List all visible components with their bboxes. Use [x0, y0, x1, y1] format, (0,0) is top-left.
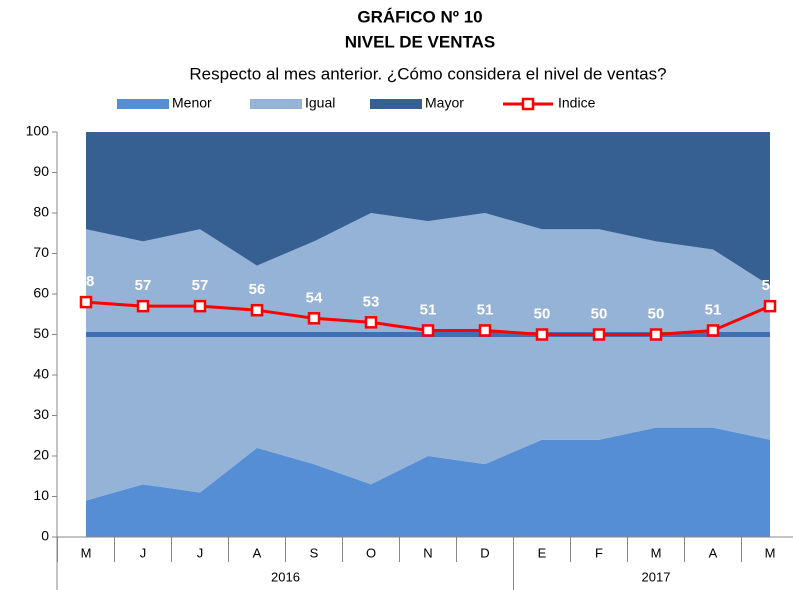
- legend-label: Indice: [558, 95, 596, 111]
- data-label: 51: [477, 301, 494, 318]
- y-tick-label: 0: [41, 528, 49, 544]
- y-tick-label: 80: [33, 204, 49, 220]
- area: [86, 132, 770, 286]
- legend-label: Menor: [172, 95, 212, 111]
- chart-subtitle: Respecto al mes anterior. ¿Cómo consider…: [189, 64, 666, 83]
- x-tick-label: M: [651, 545, 662, 560]
- data-label: 50: [591, 305, 608, 322]
- x-tick-label: O: [366, 545, 376, 560]
- area: [86, 213, 770, 501]
- y-tick-label: 60: [33, 285, 49, 301]
- x-tick-label: M: [765, 545, 776, 560]
- marker: [706, 324, 720, 337]
- data-label: 51: [420, 301, 437, 318]
- y-tick-label: 100: [26, 123, 50, 139]
- data-label: 58: [78, 273, 95, 290]
- chart-subtitle: NIVEL DE VENTAS: [345, 32, 496, 51]
- data-label: 53: [363, 293, 380, 310]
- marker: [307, 312, 321, 325]
- data-label: 50: [534, 305, 551, 322]
- data-label: 57: [135, 277, 152, 294]
- x-tick-label: N: [423, 545, 432, 560]
- marker: [79, 295, 93, 309]
- x-tick-label: F: [595, 545, 603, 560]
- marker: [250, 303, 264, 317]
- group-label: 2017: [642, 569, 671, 584]
- marker: [193, 299, 207, 313]
- data-label: 50: [648, 305, 665, 322]
- y-tick-label: 10: [33, 487, 49, 503]
- data-label: 57: [762, 277, 779, 294]
- x-tick-label: A: [709, 545, 718, 560]
- chart-title: GRÁFICO Nº 10: [357, 7, 482, 26]
- marker: [478, 324, 492, 337]
- group-label: 2016: [271, 569, 300, 584]
- y-tick-label: 90: [33, 163, 49, 179]
- legend-swatch: [521, 97, 535, 111]
- marker: [592, 328, 606, 341]
- marker: [421, 324, 435, 337]
- marker: [535, 328, 549, 341]
- marker: [763, 299, 777, 313]
- data-label: 56: [249, 281, 266, 298]
- data-label: 51: [705, 301, 722, 318]
- y-tick-label: 20: [33, 447, 49, 463]
- y-tick-label: 70: [33, 244, 49, 260]
- area: [86, 427, 770, 537]
- data-label: 57: [192, 277, 209, 294]
- marker: [649, 328, 663, 341]
- legend-swatch: [370, 99, 422, 109]
- x-tick-label: J: [140, 545, 147, 560]
- x-tick-label: S: [310, 545, 319, 560]
- x-tick-label: J: [197, 545, 204, 560]
- data-label: 54: [306, 289, 323, 306]
- y-tick-label: 30: [33, 406, 49, 422]
- x-tick-label: D: [480, 545, 489, 560]
- marker: [364, 316, 378, 329]
- marker: [136, 299, 150, 313]
- x-tick-label: E: [538, 545, 547, 560]
- x-tick-label: M: [81, 545, 92, 560]
- x-tick-label: A: [253, 545, 262, 560]
- legend-swatch: [117, 99, 169, 109]
- legend-label: Igual: [305, 95, 335, 111]
- y-tick-label: 40: [33, 366, 49, 382]
- y-tick-label: 50: [33, 325, 49, 341]
- legend-swatch: [250, 99, 302, 109]
- legend-label: Mayor: [425, 95, 464, 111]
